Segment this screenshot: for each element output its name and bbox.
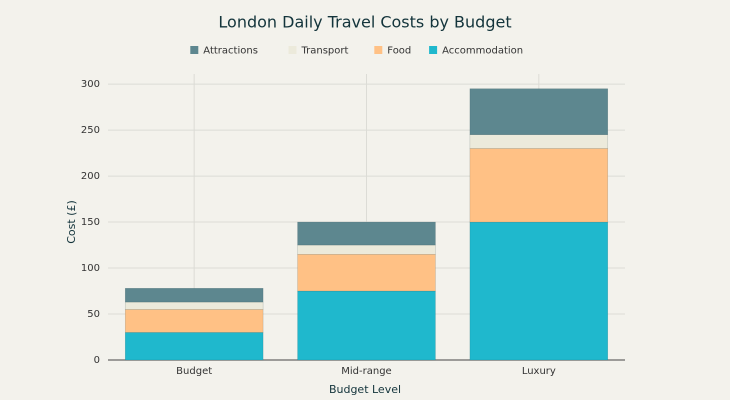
bar-segment [124, 301, 264, 310]
chart-title: London Daily Travel Costs by Budget [218, 13, 511, 32]
legend-swatch [374, 46, 383, 54]
x-tick-label: Budget [176, 366, 212, 377]
legend-swatch [429, 46, 438, 54]
bar-segment [297, 253, 436, 292]
y-tick-label: 150 [81, 217, 100, 228]
bar-segment [469, 221, 609, 361]
legend-label: Accommodation [442, 46, 523, 57]
legend-swatch [190, 46, 199, 54]
bar-segment [297, 290, 436, 361]
legend-swatch [288, 46, 297, 54]
y-axis-title: Cost (£) [65, 200, 78, 244]
bar-segment [124, 309, 264, 333]
legend-label: Attractions [203, 46, 258, 57]
x-tick-label: Mid-range [341, 366, 391, 377]
bar-segment [124, 332, 264, 361]
y-tick-label: 100 [81, 263, 100, 274]
x-tick-label: Luxury [522, 366, 556, 377]
legend-label: Food [387, 46, 411, 57]
legend-label: Transport [301, 46, 349, 57]
y-tick-label: 200 [81, 171, 100, 182]
y-tick-label: 300 [81, 79, 100, 90]
bar-segment [469, 134, 609, 149]
y-tick-label: 0 [94, 355, 100, 366]
bar-segment [297, 244, 436, 255]
bar-segment [124, 288, 264, 303]
bar-segment [297, 221, 436, 246]
y-tick-label: 50 [87, 309, 100, 320]
bar-segment [469, 88, 609, 135]
x-axis-title: Budget Level [329, 383, 401, 396]
bar-segment [469, 148, 609, 223]
y-tick-label: 250 [81, 125, 100, 136]
